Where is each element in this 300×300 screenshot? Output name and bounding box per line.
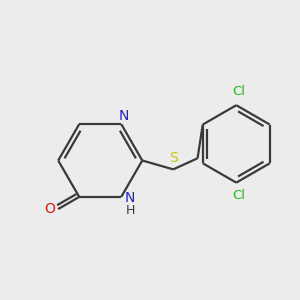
Text: S: S xyxy=(169,151,178,165)
Text: N: N xyxy=(118,110,129,123)
Text: Cl: Cl xyxy=(232,189,245,203)
Text: N: N xyxy=(125,191,135,205)
Text: O: O xyxy=(44,202,55,216)
Text: H: H xyxy=(125,204,135,217)
Text: Cl: Cl xyxy=(232,85,245,98)
